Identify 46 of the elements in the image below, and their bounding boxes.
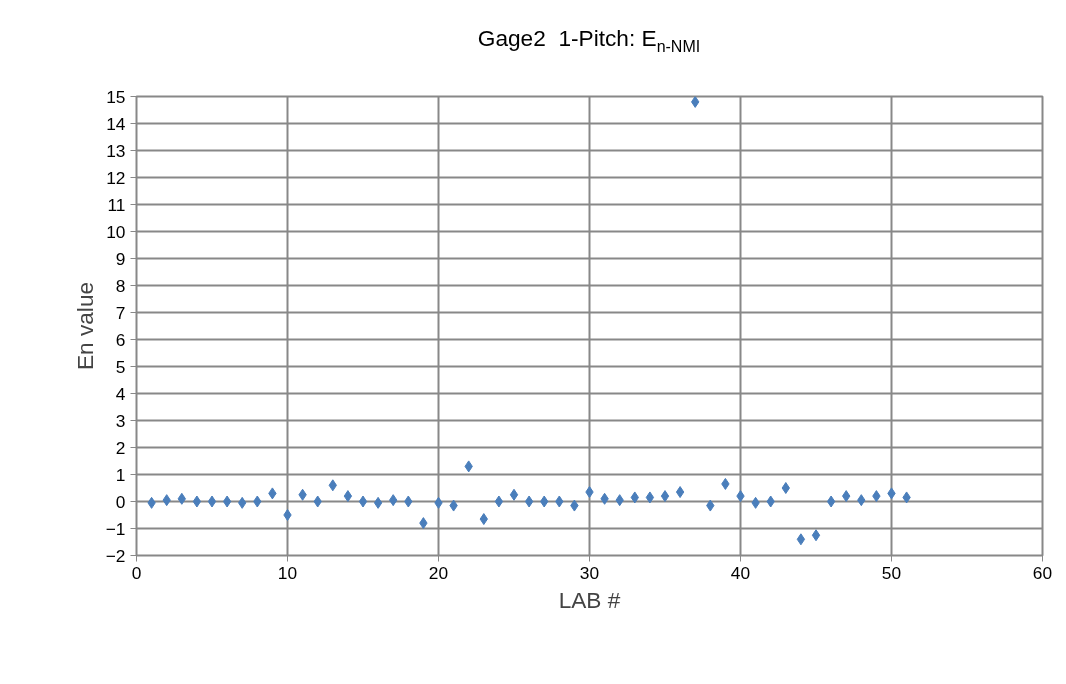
x-tick-label: 30: [579, 562, 600, 583]
y-tick-label: 13: [106, 140, 126, 161]
point: [524, 495, 534, 508]
y-tick-label: 12: [106, 167, 126, 188]
y-tick-label: 9: [115, 248, 126, 269]
y-tick-label: 2: [115, 437, 126, 458]
point: [691, 96, 700, 108]
y-tick-label: 1: [115, 464, 126, 485]
y-tick-label: 5: [115, 356, 126, 377]
y-tick-label: 0: [115, 491, 126, 512]
point: [826, 495, 836, 508]
chart-title: Gage2 1-Pitch: E$_{n-NMI}$: [476, 24, 702, 57]
point: [494, 495, 504, 508]
x-tick-label: 50: [881, 562, 902, 583]
y-tick-label: 3: [115, 410, 126, 431]
y-tick-label: −2: [105, 545, 126, 566]
point: [358, 495, 368, 508]
point: [343, 490, 353, 503]
y-tick-label: 14: [106, 113, 126, 134]
y-tick-label: −1: [105, 518, 126, 539]
point: [796, 533, 806, 546]
y-tick-label: 8: [115, 275, 126, 296]
point: [645, 491, 655, 504]
point: [207, 495, 217, 508]
x-tick-label: 60: [1032, 562, 1053, 583]
point: [222, 495, 232, 508]
point: [675, 486, 685, 499]
point: [509, 488, 519, 501]
point: [781, 482, 790, 494]
y-tick-label: 6: [115, 329, 126, 350]
point: [811, 529, 821, 542]
y-tick-label: 4: [115, 383, 126, 404]
point: [660, 490, 670, 503]
y-tick-label: 7: [115, 302, 126, 323]
point: [283, 509, 292, 521]
x-tick-label: 10: [277, 562, 298, 583]
y-tick-label: 11: [107, 194, 126, 215]
y-axis-title: En value: [71, 281, 98, 371]
x-tick-label: 0: [131, 562, 142, 583]
x-tick-label: 40: [730, 562, 751, 583]
point: [373, 496, 383, 509]
y-tick-label: 10: [106, 221, 126, 242]
y-tick-label: 15: [106, 86, 126, 107]
point: [192, 495, 202, 508]
x-axis-title: LAB #: [558, 586, 621, 613]
x-tick-label: 20: [428, 562, 449, 583]
